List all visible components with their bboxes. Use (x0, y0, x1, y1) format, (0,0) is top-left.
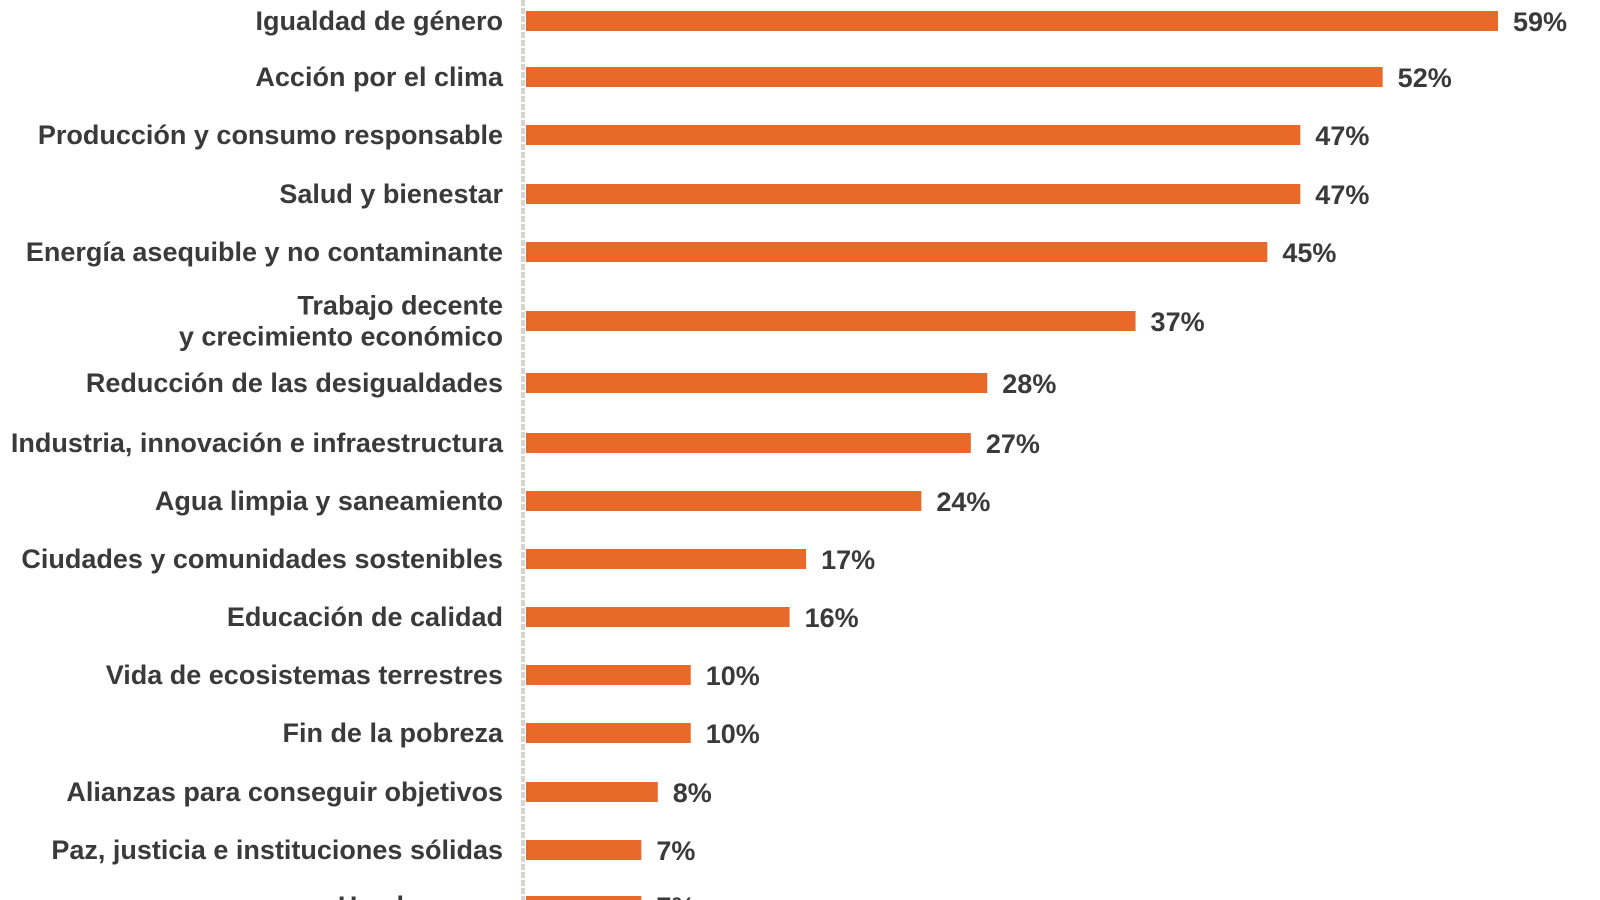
data-label: 45% (1282, 238, 1336, 268)
category-label: Fin de la pobreza (282, 718, 504, 748)
category-label: Trabajo decente y crecimiento económico (179, 291, 503, 352)
category-label: Agua limpia y saneamiento (155, 486, 503, 516)
data-label: 27% (986, 429, 1040, 459)
data-label: 28% (1002, 369, 1056, 399)
category-label: Reducción de las desigualdades (86, 368, 503, 398)
bar (526, 723, 691, 743)
bar (526, 665, 691, 685)
data-label: 59% (1513, 7, 1567, 37)
bar (526, 896, 642, 900)
data-label: 7% (656, 836, 695, 866)
data-label: 8% (673, 778, 712, 808)
bar (526, 433, 971, 453)
data-label: 37% (1151, 307, 1205, 337)
data-label: 24% (936, 487, 990, 517)
data-label: 10% (706, 719, 760, 749)
data-label: 16% (805, 603, 859, 633)
bar (526, 491, 922, 511)
category-label: Energía asequible y no contaminante (26, 237, 503, 267)
bar (526, 125, 1301, 145)
bar (526, 311, 1136, 331)
data-label: 52% (1398, 63, 1452, 93)
bar (526, 373, 988, 393)
bar (526, 67, 1383, 87)
category-label: Vida de ecosistemas terrestres (106, 660, 503, 690)
category-label: Educación de calidad (227, 602, 503, 632)
category-label: Alianzas para conseguir objetivos (66, 777, 503, 807)
bar (526, 607, 790, 627)
data-label: 17% (821, 545, 875, 575)
data-label: 47% (1315, 121, 1369, 151)
bar (526, 242, 1268, 262)
category-label: Producción y consumo responsable (38, 120, 503, 150)
data-label: 7% (656, 892, 695, 900)
category-label: Industria, innovación e infraestructura (11, 428, 504, 458)
category-label: Hambre cero (338, 891, 503, 900)
bar (526, 11, 1498, 31)
category-label: Igualdad de género (255, 6, 503, 36)
bar (526, 840, 642, 860)
bar (526, 782, 658, 802)
data-label: 10% (706, 661, 760, 691)
category-label: Paz, justicia e instituciones sólidas (51, 835, 503, 865)
data-label: 47% (1315, 180, 1369, 210)
category-label: Ciudades y comunidades sostenibles (21, 544, 503, 574)
bar (526, 549, 807, 569)
bar (526, 184, 1301, 204)
category-label: Salud y bienestar (279, 179, 503, 209)
category-label: Acción por el clima (255, 62, 504, 92)
